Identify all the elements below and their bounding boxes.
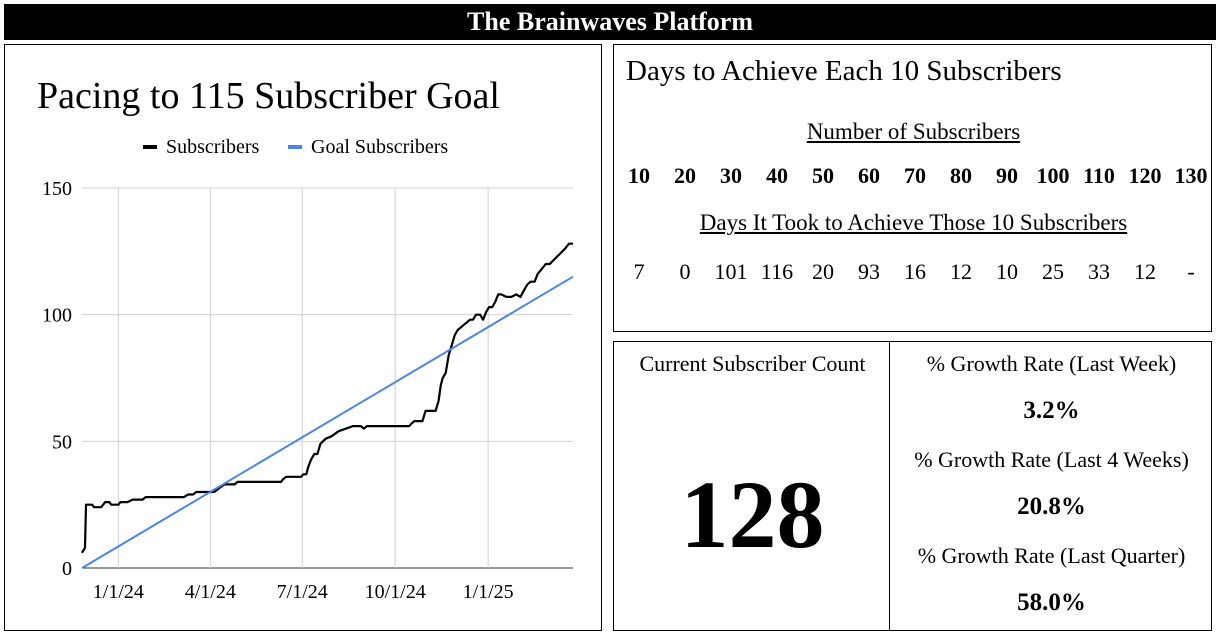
days-cell-8: 10 bbox=[996, 259, 1018, 284]
y-tick-label-1: 50 bbox=[52, 431, 72, 453]
x-tick-label-4: 1/1/25 bbox=[463, 581, 514, 603]
days-cell-10: 33 bbox=[1088, 259, 1110, 284]
x-tick-label-3: 10/1/24 bbox=[365, 581, 426, 603]
milestone-cell-11: 120 bbox=[1128, 163, 1162, 188]
growth-week-label: % Growth Rate (Last Week) bbox=[926, 351, 1177, 376]
y-tick-label-2: 100 bbox=[42, 305, 72, 327]
days-per-milestone-panel: Days to Achieve Each 10 Subscribers Numb… bbox=[613, 44, 1212, 332]
milestone-cell-12: 130 bbox=[1174, 163, 1208, 188]
days-cell-5: 93 bbox=[858, 259, 880, 284]
days-cell-6: 16 bbox=[904, 259, 926, 284]
legend-label-goal: Goal Subscribers bbox=[311, 136, 448, 158]
current-count-panel: Current Subscriber Count 128 bbox=[613, 341, 890, 631]
goal-subscribers-line bbox=[81, 275, 574, 569]
dashboard-title: The Brainwaves Platform bbox=[4, 4, 1216, 40]
chart-grid bbox=[82, 187, 573, 569]
days-row: 7 0 101 116 20 93 16 12 10 25 33 12 - bbox=[614, 259, 1213, 289]
chart-title: Pacing to 115 Subscriber Goal bbox=[37, 75, 500, 117]
days-cell-12: - bbox=[1187, 259, 1195, 284]
growth-week-value: 3.2% bbox=[1023, 397, 1080, 424]
chart-legend: Subscribers Goal Subscribers bbox=[143, 136, 448, 158]
days-cell-2: 101 bbox=[714, 259, 748, 284]
milestone-cell-5: 60 bbox=[858, 163, 880, 188]
growth-quarter-value: 58.0% bbox=[1017, 589, 1086, 616]
milestone-cell-8: 90 bbox=[996, 163, 1018, 188]
days-cell-0: 7 bbox=[633, 259, 645, 284]
y-tick-label-3: 150 bbox=[42, 178, 72, 200]
growth-rate-panel: % Growth Rate (Last Week) 3.2% % Growth … bbox=[889, 341, 1212, 631]
milestone-cell-7: 80 bbox=[950, 163, 972, 188]
days-cell-3: 116 bbox=[760, 259, 794, 284]
growth-month-value: 20.8% bbox=[1017, 493, 1086, 520]
current-count-value: 128 bbox=[680, 461, 825, 568]
current-count-label: Current Subscriber Count bbox=[639, 351, 866, 376]
growth-month-label: % Growth Rate (Last 4 Weeks) bbox=[914, 447, 1189, 472]
milestone-cell-2: 30 bbox=[720, 163, 742, 188]
days-cell-7: 12 bbox=[950, 259, 972, 284]
growth-quarter-label: % Growth Rate (Last Quarter) bbox=[917, 543, 1186, 568]
milestone-cell-9: 100 bbox=[1036, 163, 1070, 188]
milestone-cell-3: 40 bbox=[766, 163, 788, 188]
milestone-cell-6: 70 bbox=[904, 163, 926, 188]
subscribers-line bbox=[81, 242, 573, 554]
legend-swatch-goal bbox=[288, 145, 302, 149]
legend-swatch-subscribers bbox=[143, 145, 157, 149]
days-cell-4: 20 bbox=[812, 259, 834, 284]
legend-label-subscribers: Subscribers bbox=[166, 136, 260, 158]
days-heading: Days It Took to Achieve Those 10 Subscri… bbox=[699, 210, 1128, 235]
chart-panel: Pacing to 115 Subscriber Goal Subscriber… bbox=[4, 44, 602, 631]
milestone-cell-4: 50 bbox=[812, 163, 834, 188]
x-tick-label-0: 1/1/24 bbox=[93, 581, 144, 603]
days-panel-title: Days to Achieve Each 10 Subscribers bbox=[626, 55, 1062, 87]
chart-series bbox=[81, 242, 574, 569]
milestone-cell-0: 10 bbox=[628, 163, 650, 188]
subscribers-heading: Number of Subscribers bbox=[806, 119, 1021, 144]
x-tick-label-2: 7/1/24 bbox=[277, 581, 328, 603]
days-cell-11: 12 bbox=[1134, 259, 1156, 284]
milestone-cell-1: 20 bbox=[674, 163, 696, 188]
days-cell-1: 0 bbox=[679, 259, 691, 284]
y-tick-label-0: 0 bbox=[62, 558, 72, 580]
days-cell-9: 25 bbox=[1042, 259, 1064, 284]
axis-tick-labels: 0 50 100 150 1/1/24 4/1/24 7/1/24 10/1/24 1/1/25 bbox=[42, 178, 514, 603]
milestone-cell-10: 110 bbox=[1083, 163, 1115, 188]
milestone-row: 10 20 30 40 50 60 70 80 90 100 110 120 130 bbox=[614, 163, 1213, 193]
x-tick-label-1: 4/1/24 bbox=[185, 581, 236, 603]
subscriber-chart: Pacing to 115 Subscriber Goal Subscriber… bbox=[37, 75, 574, 603]
